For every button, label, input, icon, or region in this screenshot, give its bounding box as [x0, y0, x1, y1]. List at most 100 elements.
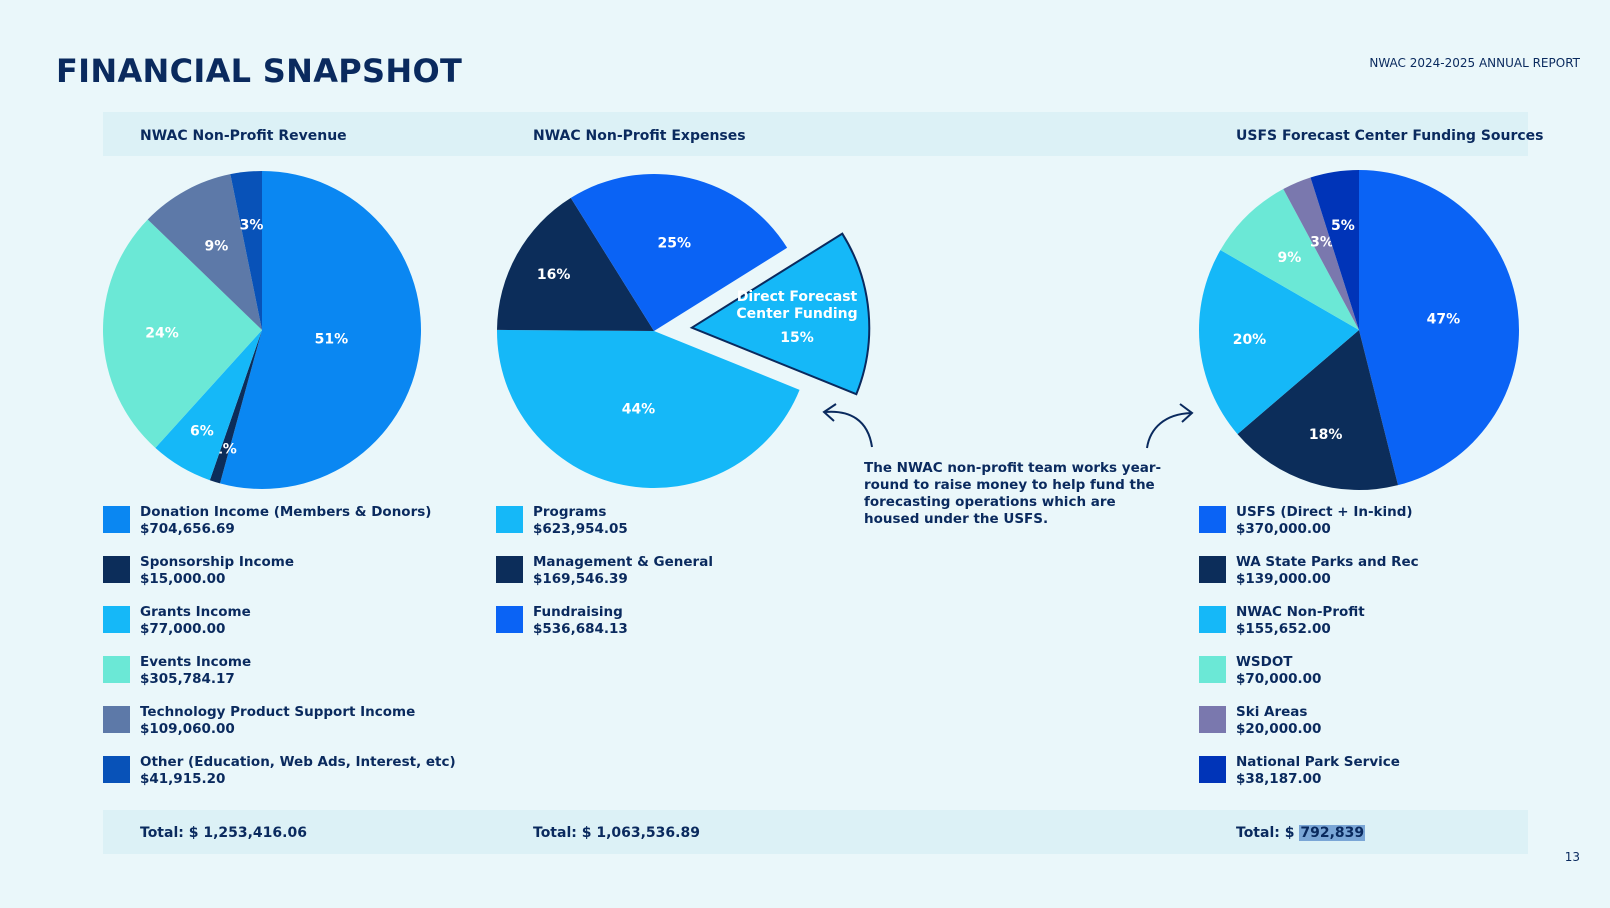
legend-label: Grants Income: [140, 604, 251, 620]
pie-slice-label: 6%: [190, 424, 214, 440]
pie-slice-label: 3%: [240, 218, 264, 234]
revenue-pie-chart: 51%1%6%24%9%3%: [102, 171, 422, 489]
pie-slice-label: 5%: [1331, 218, 1355, 234]
revenue-total: Total: $ 1,253,416.06: [140, 825, 307, 841]
pie-slice: [1220, 189, 1359, 330]
pie-slice-label: 44%: [622, 401, 656, 417]
legend-swatch: [1199, 556, 1226, 583]
legend-label: NWAC Non-Profit: [1236, 604, 1365, 620]
expenses-total: Total: $ 1,063,536.89: [533, 825, 700, 841]
legend-amount: $155,652.00: [1236, 621, 1331, 637]
legend-swatch: [1199, 656, 1226, 683]
legend-swatch: [103, 606, 130, 633]
legend-label: Donation Income (Members & Donors): [140, 504, 432, 520]
legend-swatch: [103, 706, 130, 733]
legend-amount: $139,000.00: [1236, 571, 1331, 587]
pie-slice: [1237, 330, 1399, 490]
pie-slice: [102, 219, 262, 448]
pie-slice-label: 9%: [204, 239, 228, 255]
legend-label: Management & General: [533, 554, 713, 570]
legend-swatch: [1199, 506, 1226, 533]
pie-slice-label: 51%: [315, 331, 349, 347]
legend-swatch: [1199, 706, 1226, 733]
usfs-total-prefix: Total: $: [1236, 825, 1300, 841]
callout-label-line1: Direct Forecast: [737, 289, 858, 305]
callout-label-line2: Center Funding: [736, 306, 857, 322]
pie-slice-label: 47%: [1427, 312, 1461, 328]
usfs-chart-title: USFS Forecast Center Funding Sources: [1236, 128, 1544, 144]
pie-slice-label: 20%: [1233, 332, 1267, 348]
pie-slice-label: 25%: [657, 235, 691, 251]
section-header-band: [103, 112, 1528, 156]
pie-slice: [209, 330, 262, 484]
legend-label: USFS (Direct + In-kind): [1236, 504, 1413, 520]
pie-slice-label: 18%: [1309, 427, 1343, 443]
legend-amount: $41,915.20: [140, 771, 226, 787]
legend-label: Events Income: [140, 654, 252, 670]
usfs-pie-chart: 47% 18% 20% 9% 3%5%: [1199, 170, 1519, 490]
legend-swatch: [1199, 756, 1226, 783]
legend-swatch: [496, 556, 523, 583]
legend-swatch: [103, 656, 130, 683]
legend-amount: $20,000.00: [1236, 721, 1322, 737]
legend-amount: $70,000.00: [1236, 671, 1322, 687]
legend-amount: $38,187.00: [1236, 771, 1322, 787]
legend-amount: $15,000.00: [140, 571, 226, 587]
legend-swatch: [103, 756, 130, 783]
totals-band: [103, 810, 1528, 854]
legend-label: Sponsorship Income: [140, 554, 295, 570]
legend-swatch: [1199, 606, 1226, 633]
legend-swatch: [103, 556, 130, 583]
pie-slice: [219, 171, 422, 489]
usfs-total: Total: $ 792,839: [1236, 825, 1366, 841]
page-title: FINANCIAL SNAPSHOT: [56, 52, 463, 90]
pie-slice: [1199, 250, 1359, 435]
legend-label: WA State Parks and Rec: [1236, 554, 1419, 570]
right-arrow-curve: [1146, 412, 1192, 449]
left-arrow-head-icon: [822, 403, 837, 422]
usfs-total-value[interactable]: 792,839: [1299, 825, 1366, 841]
legend-amount: $305,784.17: [140, 671, 235, 687]
legend-swatch: [496, 606, 523, 633]
legend-label: Fundraising: [533, 604, 623, 620]
legend-label: Other (Education, Web Ads, Interest, etc…: [140, 754, 456, 770]
pie-slice-callout: [689, 232, 871, 396]
legend-amount: $77,000.00: [140, 621, 226, 637]
pie-slice: [1310, 170, 1359, 330]
pie-slice: [230, 171, 262, 330]
pie-slice-label: 16%: [537, 267, 571, 283]
pie-slice-label: 3%: [1310, 235, 1334, 251]
legend-label: Ski Areas: [1236, 704, 1308, 720]
pie-slice-label: 15%: [780, 330, 814, 346]
pie-slice: [570, 173, 788, 331]
legend-swatch: [103, 506, 130, 533]
right-arrow-head-icon: [1179, 403, 1194, 423]
expenses-chart-title: NWAC Non-Profit Expenses: [533, 128, 746, 144]
revenue-chart-title: NWAC Non-Profit Revenue: [140, 128, 347, 144]
funding-note: The NWAC non-profit team works year-roun…: [864, 460, 1162, 527]
pie-slice-label: 9%: [1277, 250, 1301, 266]
legend-amount: $704,656.69: [140, 521, 235, 537]
page-number: 13: [1564, 850, 1580, 864]
pie-slice: [147, 174, 262, 330]
legend-label: National Park Service: [1236, 754, 1400, 770]
pie-slice: [1359, 170, 1519, 486]
legend-label: Programs: [533, 504, 607, 520]
legend-label: Technology Product Support Income: [140, 704, 416, 720]
legend-amount: $109,060.00: [140, 721, 235, 737]
pie-slice: [497, 329, 800, 489]
pie-slice-label: 24%: [145, 325, 179, 341]
report-name: NWAC 2024-2025 ANNUAL REPORT: [1369, 56, 1580, 70]
legend-amount: $623,954.05: [533, 521, 628, 537]
pie-slice: [1283, 177, 1359, 330]
left-arrow-curve: [824, 410, 873, 448]
legend-amount: $536,684.13: [533, 621, 628, 637]
pie-slice: [155, 330, 262, 481]
legend-label: WSDOT: [1236, 654, 1293, 670]
legend-amount: $370,000.00: [1236, 521, 1331, 537]
pie-slice: [497, 197, 654, 331]
legend-amount: $169,546.39: [533, 571, 628, 587]
